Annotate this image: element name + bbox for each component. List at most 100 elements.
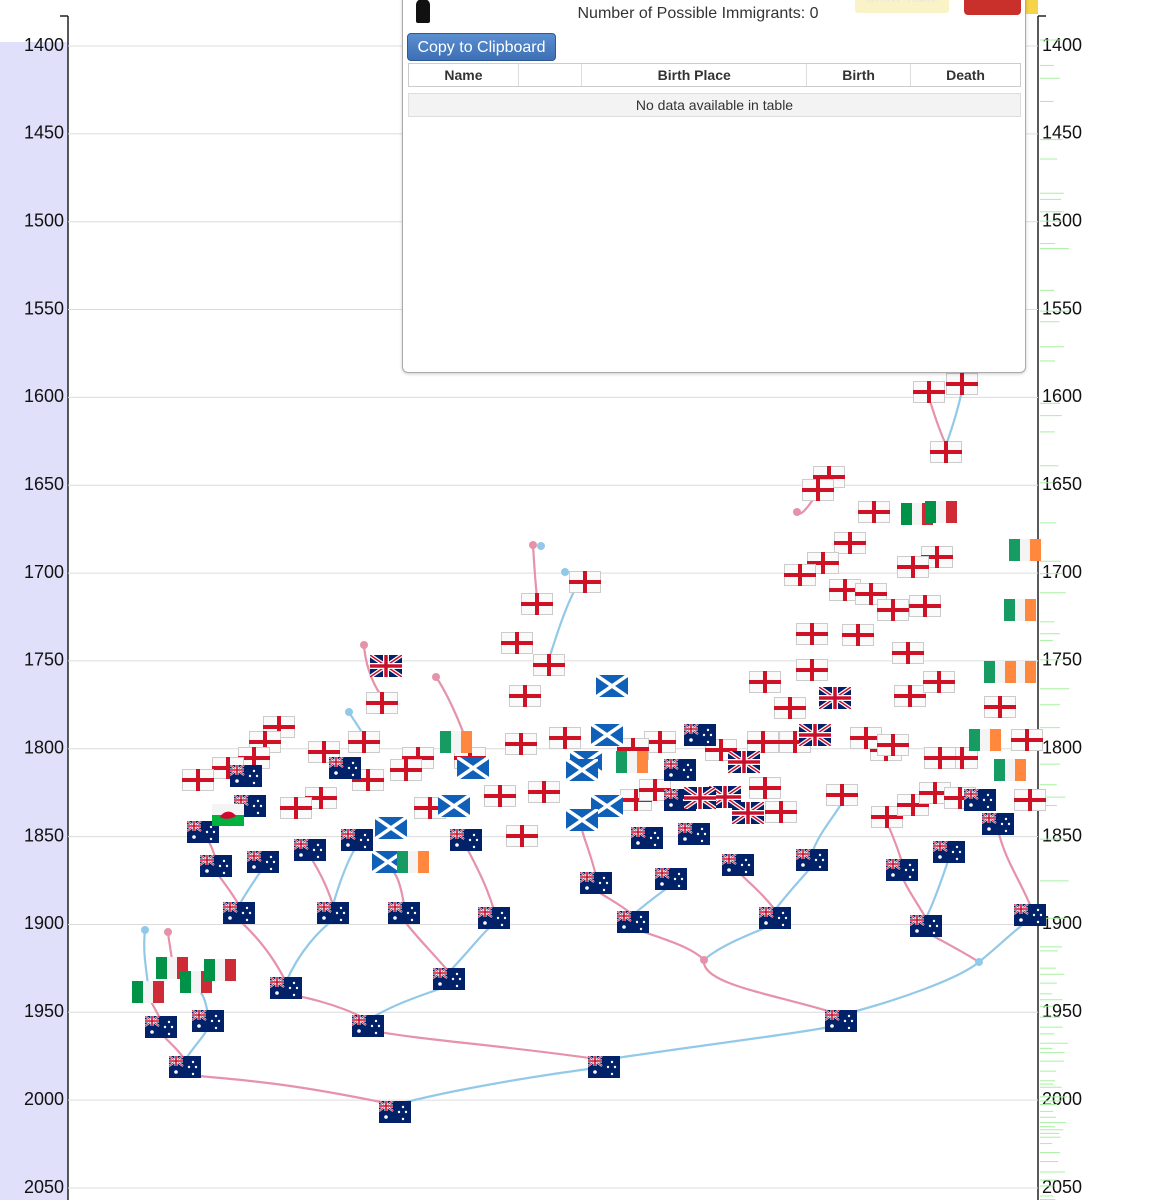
relation-line	[284, 919, 334, 983]
flag	[521, 593, 553, 615]
flag	[930, 441, 962, 463]
relation-dot	[141, 926, 149, 934]
flag	[946, 373, 978, 395]
year-label: 1900	[1042, 913, 1082, 933]
column-header[interactable]: Birth Place	[582, 64, 808, 86]
copy-button[interactable]: Copy to Clipboard	[407, 33, 556, 61]
flag	[580, 872, 612, 894]
column-header[interactable]: Name	[409, 64, 519, 86]
relation-line	[944, 389, 964, 446]
flag	[732, 802, 764, 824]
flag	[280, 797, 312, 819]
relation-line	[184, 1027, 210, 1061]
flag	[533, 654, 565, 676]
year-label: 2000	[1042, 1089, 1082, 1109]
flag	[450, 829, 482, 851]
flag	[678, 823, 710, 845]
relation-dot	[432, 673, 440, 681]
flag	[1014, 904, 1046, 926]
flag	[834, 532, 866, 554]
relation-line	[184, 1073, 396, 1107]
flag	[796, 849, 828, 871]
year-label: 1650	[1042, 474, 1082, 494]
relation-line	[367, 984, 450, 1021]
flag	[397, 851, 429, 873]
flag	[528, 781, 560, 803]
flag	[230, 765, 262, 787]
year-label: 1700	[24, 562, 64, 582]
flag	[348, 731, 380, 753]
flag	[223, 902, 255, 924]
flag	[132, 981, 164, 1003]
flag	[796, 659, 828, 681]
flag	[506, 825, 538, 847]
left-band	[0, 42, 68, 1200]
flag	[1009, 539, 1041, 561]
relation-dot	[345, 708, 353, 716]
relation-dot	[700, 956, 708, 964]
flag	[923, 671, 955, 693]
flag	[819, 687, 851, 709]
flag	[747, 731, 779, 753]
flag	[1011, 729, 1043, 751]
flag	[749, 777, 781, 799]
column-header[interactable]	[519, 64, 583, 86]
flag	[655, 868, 687, 890]
year-label: 1750	[24, 650, 64, 670]
relation-line	[737, 870, 776, 911]
relation-line	[309, 855, 335, 906]
flag	[566, 809, 598, 831]
flag	[212, 804, 244, 826]
flag	[964, 789, 996, 811]
flag	[728, 751, 760, 773]
relation-line	[403, 919, 450, 973]
year-label: 1450	[24, 123, 64, 143]
relation-line	[580, 825, 598, 877]
relation-line	[238, 867, 264, 906]
flag	[588, 1056, 620, 1078]
flag	[484, 785, 516, 807]
column-header[interactable]: Death	[946, 67, 985, 83]
year-label: 2050	[1042, 1177, 1082, 1197]
flag	[924, 747, 956, 769]
relation-line	[367, 1028, 605, 1062]
relation-line	[900, 875, 927, 919]
empty-row: No data available in table	[408, 93, 1021, 117]
flag	[994, 759, 1026, 781]
flag	[200, 855, 232, 877]
yellow-tab	[1026, 0, 1038, 14]
flag	[877, 734, 909, 756]
year-label: 1700	[1042, 562, 1082, 582]
flag	[478, 907, 510, 929]
year-label: 1950	[1042, 1001, 1082, 1021]
flag	[182, 769, 214, 791]
relation-line	[810, 800, 844, 854]
flag	[549, 727, 581, 749]
year-label: 1600	[1042, 386, 1082, 406]
flag	[569, 571, 601, 593]
flag	[509, 685, 541, 707]
relation-line	[840, 961, 980, 1017]
year-label: 1500	[24, 210, 64, 230]
column-header[interactable]: Birth	[807, 64, 912, 86]
flag	[145, 1016, 177, 1038]
relation-line	[703, 922, 776, 961]
year-label: 1550	[1042, 298, 1082, 318]
flag	[457, 757, 489, 779]
flag	[1004, 599, 1036, 621]
show-table-button[interactable]: Show Table	[855, 0, 949, 13]
table-header: Name Birth Place Birth Death	[408, 63, 1021, 87]
relation-line	[238, 919, 287, 983]
relation-dot	[360, 641, 368, 649]
flag	[722, 854, 754, 876]
relation-line	[394, 1065, 605, 1107]
flag	[329, 757, 361, 779]
relation-line	[464, 845, 496, 911]
flag	[379, 1101, 411, 1123]
silhouette	[416, 0, 430, 23]
close-button[interactable]: Close	[964, 0, 1021, 15]
flag	[892, 642, 924, 664]
flag	[192, 1010, 224, 1032]
relation-line	[166, 931, 174, 961]
